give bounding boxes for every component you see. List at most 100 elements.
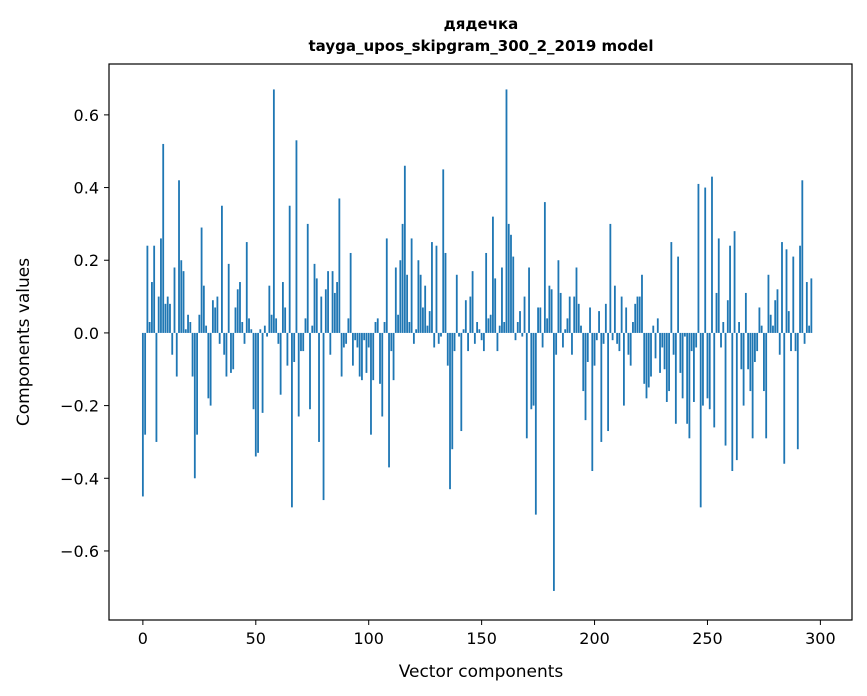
bar [324, 289, 327, 333]
bar [358, 332, 361, 377]
bar [286, 332, 289, 366]
bar [510, 234, 512, 333]
x-axis-label: Vector components [399, 662, 564, 682]
bar [248, 318, 250, 333]
bar [239, 282, 241, 333]
bar [191, 332, 194, 377]
bar [593, 332, 596, 366]
bar [467, 332, 469, 352]
bar [333, 292, 336, 333]
bar [390, 332, 393, 352]
bar [300, 332, 302, 352]
bar [148, 322, 151, 333]
bar [683, 332, 686, 337]
bar [693, 332, 695, 402]
bar [568, 296, 571, 333]
bar [598, 311, 600, 333]
bar [408, 322, 411, 333]
bar [674, 332, 677, 424]
bar [704, 187, 707, 333]
bar [160, 238, 162, 333]
bar [584, 332, 587, 421]
bar [627, 332, 630, 355]
bar [243, 332, 246, 344]
bar [543, 202, 546, 333]
bar [571, 332, 573, 355]
bar [541, 332, 544, 348]
plot-frame [108, 63, 853, 621]
bar [729, 245, 731, 333]
bar [476, 322, 479, 333]
bar [196, 332, 198, 435]
bar [151, 282, 153, 333]
bar [742, 332, 745, 406]
bar [516, 322, 519, 333]
bar [550, 289, 553, 333]
y-tick-label: 0.2 [74, 251, 99, 270]
bar [306, 223, 309, 333]
bar [496, 332, 499, 352]
bar [552, 332, 555, 591]
bar [193, 332, 196, 479]
bar [799, 245, 801, 333]
bar [155, 332, 158, 442]
bar [769, 314, 772, 333]
bar [234, 307, 237, 333]
bar [446, 332, 449, 366]
bar [625, 307, 628, 333]
bar [157, 296, 160, 333]
bar [763, 332, 765, 392]
bar [546, 318, 549, 333]
bar [205, 325, 208, 333]
bar [277, 332, 280, 344]
bar [257, 332, 259, 453]
bar [406, 274, 409, 333]
bar [345, 332, 348, 344]
bar [322, 332, 325, 501]
bar [744, 292, 747, 333]
bar [370, 332, 372, 435]
bar [810, 278, 813, 333]
bar [424, 285, 427, 333]
bar [281, 282, 284, 333]
bar [665, 332, 668, 402]
bar [164, 303, 167, 333]
bar [600, 332, 603, 442]
bar [555, 332, 558, 355]
bar [342, 332, 345, 348]
bar [521, 332, 524, 337]
bar [187, 314, 189, 333]
bar [374, 322, 377, 333]
bar [268, 285, 271, 333]
y-tick-label: −0.4 [60, 469, 99, 488]
bar [580, 325, 582, 333]
x-tick-label: 300 [805, 629, 836, 648]
bar [318, 332, 320, 442]
bar [250, 329, 253, 333]
y-tick-label: 0.4 [74, 179, 99, 198]
bar [153, 245, 156, 333]
bar [182, 271, 185, 333]
bar [577, 303, 580, 333]
bar [501, 267, 503, 333]
bar [650, 332, 652, 377]
bar [790, 332, 792, 352]
bar [647, 332, 650, 388]
bar [618, 332, 621, 352]
bar [751, 332, 754, 439]
bar [419, 274, 422, 333]
bar [383, 322, 386, 333]
bars-group [141, 89, 813, 591]
bar [801, 180, 804, 333]
bar [498, 325, 501, 333]
bar [171, 332, 174, 355]
bar [507, 223, 510, 333]
bar [731, 332, 734, 472]
bar [602, 332, 605, 344]
bar [302, 332, 305, 352]
bar [758, 307, 761, 333]
bar [632, 322, 634, 333]
bar [442, 169, 445, 333]
bar [559, 292, 562, 333]
bar [611, 332, 614, 341]
